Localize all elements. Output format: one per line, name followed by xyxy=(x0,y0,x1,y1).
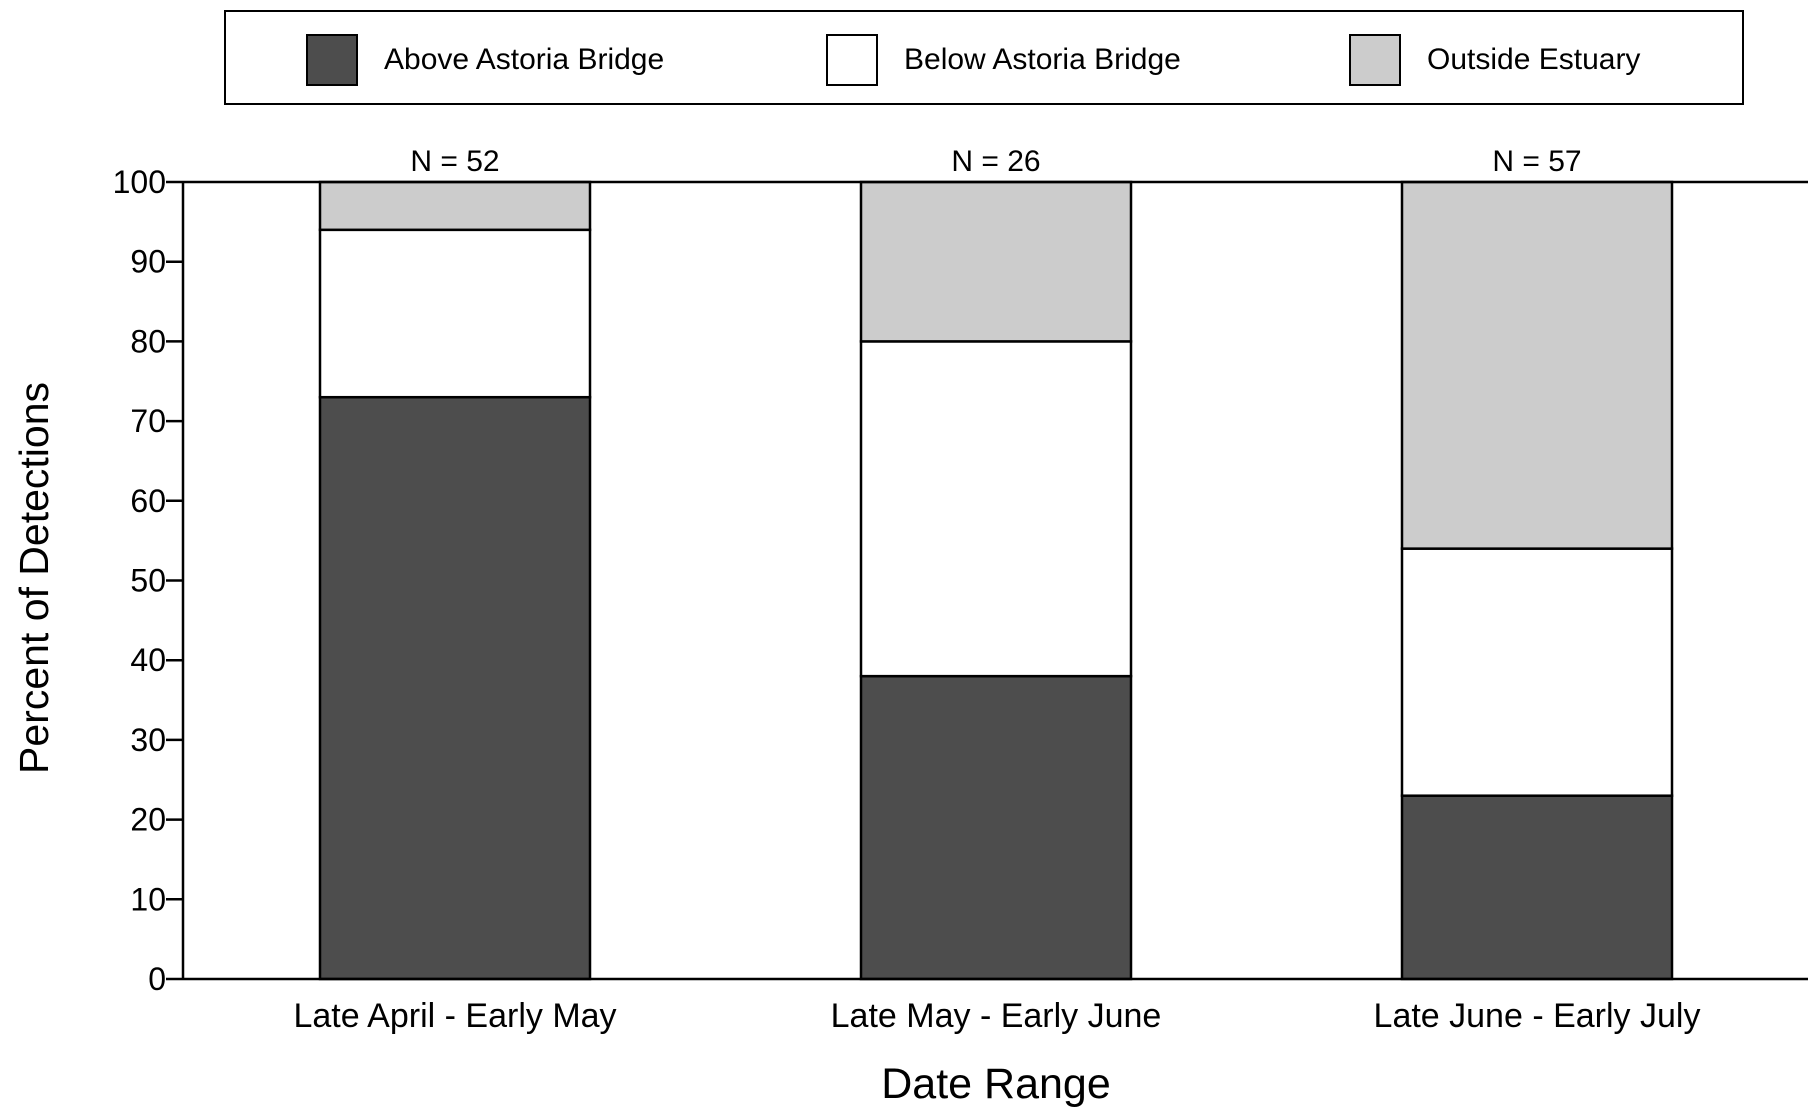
bar-segment-above-astoria-bridge-3 xyxy=(1400,794,1674,981)
y-tick-label-60: 60 xyxy=(130,483,166,519)
bar-segment-below-astoria-bridge-3 xyxy=(1400,547,1674,797)
legend-label-outside-estuary: Outside Estuary xyxy=(1427,43,1641,76)
y-tick-label-100: 100 xyxy=(113,164,166,200)
axes-group: Late April - Early May N = 52 Late May - E… xyxy=(113,145,1808,1035)
y-tick-label-0: 0 xyxy=(148,961,166,997)
bars-group xyxy=(318,180,1674,981)
y-axis-label: Percent of Detections xyxy=(11,382,57,774)
legend: Above Astoria Bridge Below Astoria Bridg… xyxy=(224,10,1744,105)
legend-item-outside-estuary: Outside Estuary xyxy=(1349,32,1640,88)
x-tick-label-1: Late April - Early May xyxy=(293,997,616,1035)
legend-item-below-astoria-bridge: Below Astoria Bridge xyxy=(826,32,1181,88)
x-tick-label-2: Late May - Early June xyxy=(831,997,1162,1035)
y-tick-label-40: 40 xyxy=(130,642,166,678)
y-tick-label-80: 80 xyxy=(130,323,166,359)
y-tick-label-90: 90 xyxy=(130,244,166,280)
legend-swatch-outside-estuary xyxy=(1349,34,1401,86)
bar-segment-outside-estuary-2 xyxy=(859,180,1133,343)
legend-swatch-above-astoria-bridge xyxy=(306,34,358,86)
x-tick-label-3: Late June - Early July xyxy=(1374,997,1701,1035)
y-tick-label-10: 10 xyxy=(130,881,166,917)
x-axis-label: Date Range xyxy=(881,1060,1111,1108)
y-tick-label-30: 30 xyxy=(130,722,166,758)
y-tick-label-70: 70 xyxy=(130,403,166,439)
bar-segment-below-astoria-bridge-2 xyxy=(859,340,1133,678)
legend-label-above-astoria-bridge: Above Astoria Bridge xyxy=(384,43,665,76)
legend-swatch-below-astoria-bridge xyxy=(826,34,878,86)
bar-segment-outside-estuary-1 xyxy=(318,180,592,232)
bar-segment-below-astoria-bridge-1 xyxy=(318,228,592,399)
y-tick-label-50: 50 xyxy=(130,563,166,599)
y-tick-label-20: 20 xyxy=(130,802,166,838)
sample-size-annotation-1: N = 52 xyxy=(410,145,499,178)
bar-segment-above-astoria-bridge-1 xyxy=(318,395,592,981)
sample-size-annotation-3: N = 57 xyxy=(1492,145,1581,178)
bar-segment-outside-estuary-3 xyxy=(1400,180,1674,550)
legend-label-below-astoria-bridge: Below Astoria Bridge xyxy=(904,43,1181,76)
bar-segment-above-astoria-bridge-2 xyxy=(859,674,1133,981)
legend-item-above-astoria-bridge: Above Astoria Bridge xyxy=(306,32,664,88)
sample-size-annotation-2: N = 26 xyxy=(951,145,1040,178)
